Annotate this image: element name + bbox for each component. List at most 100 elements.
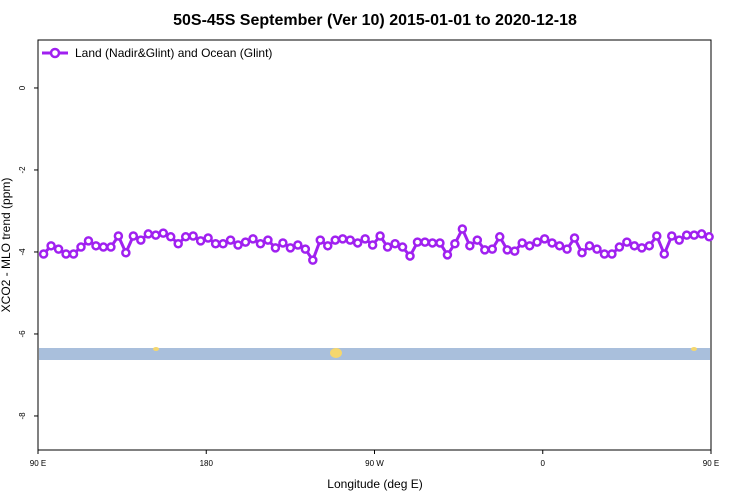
point bbox=[562, 244, 572, 254]
point bbox=[390, 239, 400, 249]
y-tick-label: -4 bbox=[18, 248, 27, 256]
point bbox=[622, 237, 632, 247]
point bbox=[248, 234, 258, 244]
point bbox=[158, 228, 169, 238]
point bbox=[83, 236, 94, 246]
point bbox=[495, 232, 505, 242]
point bbox=[532, 237, 542, 247]
point bbox=[435, 238, 445, 248]
point bbox=[180, 232, 191, 242]
point bbox=[38, 249, 49, 259]
point bbox=[637, 243, 647, 253]
x-tick-label: 90 E bbox=[30, 459, 46, 468]
land-mark bbox=[330, 348, 342, 358]
legend-swatch bbox=[49, 47, 61, 59]
point bbox=[607, 249, 617, 259]
point bbox=[629, 241, 640, 251]
x-tick-label: 90 E bbox=[703, 459, 719, 468]
point bbox=[233, 240, 243, 250]
point bbox=[330, 235, 340, 245]
point bbox=[76, 242, 86, 252]
y-tick-label: -2 bbox=[18, 166, 27, 174]
point bbox=[465, 241, 475, 251]
point bbox=[592, 244, 602, 254]
point bbox=[337, 234, 348, 244]
point bbox=[173, 239, 183, 249]
point bbox=[106, 242, 116, 252]
point bbox=[652, 231, 662, 241]
point bbox=[91, 241, 101, 251]
point bbox=[569, 233, 580, 243]
land-ocean-strip bbox=[39, 347, 710, 360]
point bbox=[225, 235, 236, 245]
point bbox=[352, 238, 363, 248]
point bbox=[210, 239, 221, 249]
point bbox=[614, 242, 625, 252]
point bbox=[323, 241, 333, 251]
point bbox=[53, 244, 64, 254]
point bbox=[450, 239, 460, 249]
point bbox=[412, 237, 423, 247]
point bbox=[68, 249, 79, 259]
point bbox=[263, 235, 273, 245]
land-mark bbox=[691, 347, 697, 351]
point bbox=[136, 235, 146, 245]
point bbox=[480, 245, 490, 255]
point bbox=[674, 235, 684, 245]
point bbox=[203, 233, 213, 243]
point bbox=[502, 245, 512, 255]
point bbox=[315, 235, 326, 245]
legend-label: Land (Nadir&Glint) and Ocean (Glint) bbox=[75, 46, 272, 60]
point bbox=[300, 244, 311, 254]
point bbox=[644, 241, 655, 251]
point bbox=[659, 249, 670, 259]
point bbox=[278, 238, 288, 248]
point bbox=[165, 232, 176, 242]
x-tick-label: 0 bbox=[541, 459, 546, 468]
point bbox=[218, 239, 228, 249]
point bbox=[61, 249, 71, 259]
chart-title: 50S-45S September (Ver 10) 2015-01-01 to… bbox=[173, 12, 577, 29]
point bbox=[128, 231, 139, 241]
point bbox=[308, 255, 318, 265]
point bbox=[547, 238, 557, 248]
point bbox=[46, 241, 56, 251]
ocean-band bbox=[39, 348, 710, 360]
point bbox=[442, 250, 453, 260]
point bbox=[405, 251, 415, 261]
point bbox=[360, 234, 370, 244]
y-tick-label: 0 bbox=[18, 85, 27, 90]
point bbox=[539, 234, 550, 244]
point bbox=[704, 232, 714, 242]
point bbox=[554, 241, 565, 251]
point bbox=[524, 241, 535, 251]
point bbox=[509, 246, 520, 256]
y-tick-label: -6 bbox=[18, 330, 27, 338]
point bbox=[98, 242, 109, 252]
point bbox=[195, 236, 206, 246]
point bbox=[689, 230, 699, 240]
point bbox=[472, 235, 483, 245]
point bbox=[457, 224, 468, 234]
point bbox=[696, 229, 707, 239]
point bbox=[293, 240, 303, 250]
point bbox=[270, 243, 281, 253]
point bbox=[487, 244, 498, 254]
point bbox=[345, 235, 355, 245]
y-tick-label: -8 bbox=[18, 412, 27, 420]
point bbox=[151, 230, 161, 240]
point bbox=[382, 242, 393, 252]
point bbox=[397, 242, 408, 252]
point bbox=[599, 249, 610, 259]
point bbox=[420, 237, 430, 247]
x-axis-label: Longitude (deg E) bbox=[327, 477, 422, 491]
point bbox=[240, 237, 251, 247]
point bbox=[681, 230, 692, 240]
point bbox=[143, 229, 154, 239]
point bbox=[113, 231, 124, 241]
point bbox=[285, 243, 296, 253]
y-axis-label: XCO2 - MLO trend (ppm) bbox=[0, 178, 13, 313]
point bbox=[666, 231, 677, 241]
point bbox=[584, 241, 595, 251]
